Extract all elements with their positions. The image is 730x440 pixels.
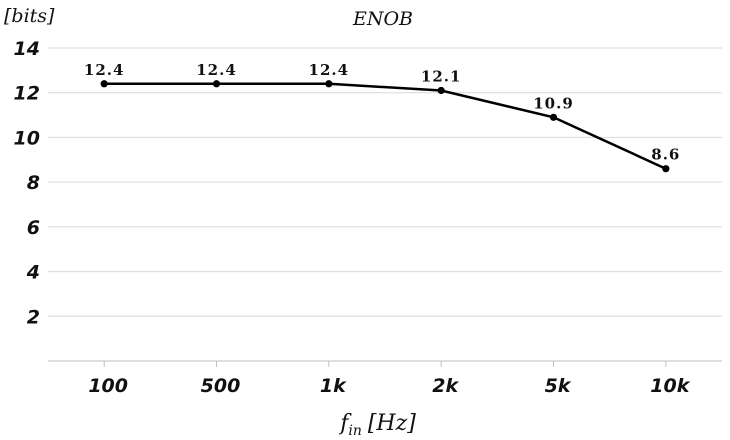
y-tick-label: 6 — [27, 217, 40, 239]
data-label: 12.4 — [84, 61, 125, 79]
axis-layer — [48, 360, 722, 367]
series-layer — [100, 80, 670, 173]
x-tick-label: 10k — [650, 375, 690, 397]
y-tick-label: 4 — [26, 262, 40, 284]
y-tick-label: 2 — [27, 306, 40, 328]
grid-layer — [48, 47, 722, 317]
y-tick-label: 10 — [14, 127, 40, 149]
data-point — [100, 80, 108, 88]
y-tick-label: 14 — [14, 38, 40, 60]
chart-title: ENOB — [352, 8, 413, 30]
series-line — [104, 82, 667, 170]
data-point — [549, 113, 558, 121]
data-label: 12.4 — [196, 61, 237, 79]
data-label: 8.6 — [651, 146, 680, 164]
x-tick-label: 2k — [432, 375, 459, 397]
data-label: 12.4 — [309, 61, 350, 79]
x-tick-label: 5k — [545, 375, 572, 397]
x-axis-title: fin [Hz] — [338, 411, 416, 439]
x-tick-label: 100 — [88, 375, 128, 397]
y-tick-label: 12 — [14, 83, 40, 105]
data-point — [212, 80, 221, 88]
x-axis-unit: [Hz] — [368, 411, 416, 436]
x-tick-label: 1k — [320, 375, 347, 397]
data-point — [325, 80, 333, 88]
data-point — [662, 165, 670, 173]
data-labels: 12.4 12.4 12.4 12.1 10.9 8.6 — [84, 61, 680, 164]
y-tick-label: 8 — [27, 172, 40, 194]
x-tick-labels: 100 500 1k 2k 5k 10k — [88, 375, 690, 397]
x-tick-label: 500 — [201, 375, 241, 397]
data-label: 10.9 — [533, 94, 574, 112]
x-axis-subscript: in — [348, 423, 362, 439]
data-label: 12.1 — [421, 67, 462, 85]
data-point — [437, 86, 445, 95]
y-axis-unit-label: [bits] — [4, 5, 55, 27]
y-tick-labels: 2 4 6 8 10 12 14 — [14, 38, 40, 328]
